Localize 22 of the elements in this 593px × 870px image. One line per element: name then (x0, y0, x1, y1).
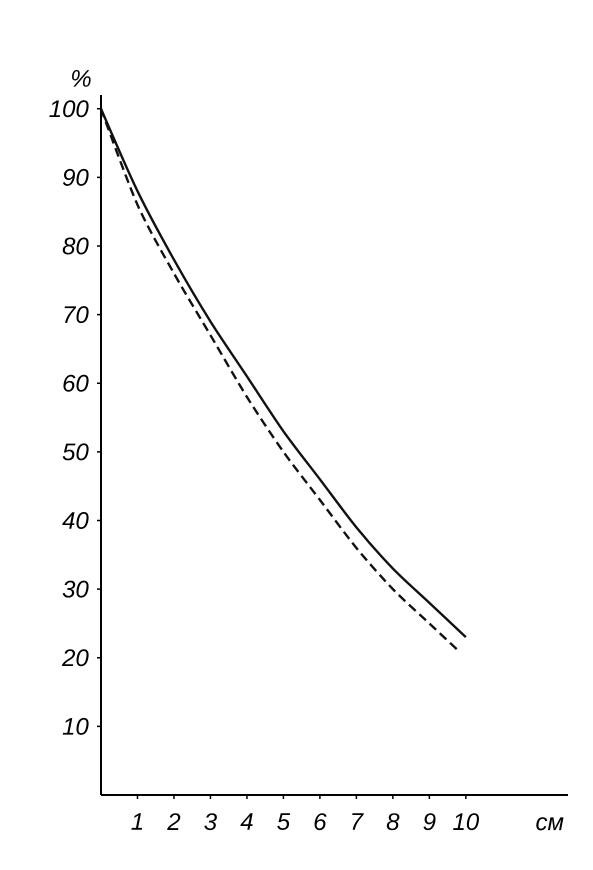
x-tick-label: 9 (424, 813, 436, 830)
y-axis-title: % (72, 70, 91, 87)
x-tick-label: 1 (131, 813, 142, 830)
x-tick-label: 6 (314, 813, 327, 830)
x-tick-label: 8 (386, 813, 400, 830)
y-tick-label: 10 (62, 718, 89, 735)
y-tick-label: 20 (62, 649, 89, 666)
y-tick-label: 50 (62, 443, 89, 460)
y-tick-label: 30 (62, 580, 89, 598)
x-tick-label: 5 (277, 813, 290, 830)
x-tick-label: 10 (453, 813, 479, 830)
x-tick-label: 3 (204, 813, 217, 830)
x-axis-title: см (536, 817, 564, 830)
y-tick-label: 100 (49, 100, 89, 118)
y-tick-label: 80 (62, 237, 89, 254)
x-tick-label: 7 (352, 813, 364, 830)
x-tick-label: 4 (240, 813, 253, 830)
y-tick-label: 90 (62, 168, 89, 186)
y-tick-label: 60 (63, 374, 89, 392)
y-tick-label: 40 (62, 512, 89, 529)
y-tick-label: 70 (64, 306, 89, 324)
x-tick-label: 2 (167, 813, 180, 830)
